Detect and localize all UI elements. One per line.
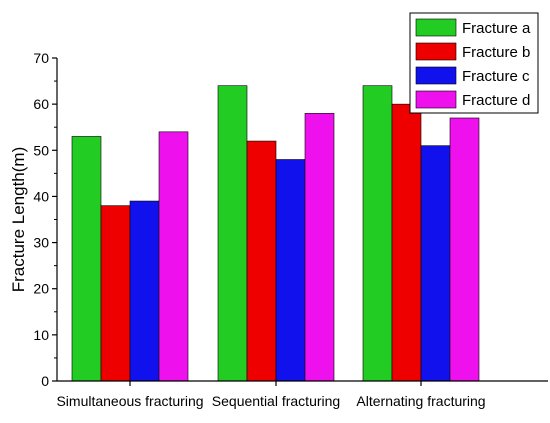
- y-tick-label: 50: [33, 142, 49, 158]
- y-tick-label: 60: [33, 96, 49, 112]
- bar-fracture-c-3: [420, 145, 451, 382]
- bar-fracture-b-2: [246, 140, 277, 382]
- bar-fracture-d-2: [304, 113, 335, 382]
- legend: Fracture a Fracture b Fracture c Fracture d: [409, 12, 539, 114]
- bar-fracture-a-1: [71, 136, 102, 382]
- y-tick-label: 10: [33, 327, 49, 343]
- bar-fracture-b-3: [391, 103, 422, 382]
- x-tick-label: Sequential fracturing: [212, 393, 340, 409]
- legend-swatch: [415, 90, 457, 109]
- legend-label: Fracture c: [462, 68, 530, 85]
- bar-fracture-d-1: [158, 131, 189, 382]
- y-ticks: 0 10 20 30 40 50 60 70: [33, 50, 57, 389]
- y-tick-label: 0: [41, 373, 49, 389]
- bar-fracture-d-3: [449, 117, 480, 382]
- legend-label: Fracture d: [462, 92, 530, 109]
- y-tick-label: 30: [33, 235, 49, 251]
- bar-fracture-a-3: [362, 85, 393, 382]
- bars-layer: [71, 85, 480, 382]
- x-ticks: Simultaneous fracturing Sequential fractu…: [56, 381, 486, 409]
- y-tick-label: 20: [33, 281, 49, 297]
- x-tick-label: Alternating fracturing: [356, 393, 485, 409]
- y-axis-label: Fracture Length(m): [9, 147, 28, 293]
- bar-fracture-b-1: [100, 205, 131, 382]
- bar-fracture-a-2: [217, 85, 248, 382]
- legend-label: Fracture a: [462, 20, 531, 37]
- x-tick-label: Simultaneous fracturing: [56, 393, 203, 409]
- legend-swatch: [415, 18, 457, 37]
- legend-swatch: [415, 42, 457, 61]
- y-tick-label: 70: [33, 50, 49, 66]
- legend-swatch: [415, 66, 457, 85]
- bar-fracture-c-1: [129, 200, 160, 382]
- legend-label: Fracture b: [462, 44, 530, 61]
- y-tick-label: 40: [33, 188, 49, 204]
- bar-fracture-c-2: [275, 159, 306, 382]
